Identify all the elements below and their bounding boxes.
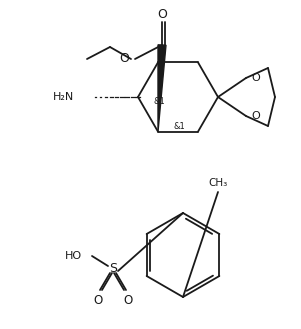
Text: HO: HO bbox=[65, 251, 82, 261]
Text: O: O bbox=[251, 111, 260, 121]
Text: S: S bbox=[109, 262, 117, 274]
Text: O: O bbox=[157, 8, 167, 20]
Text: O: O bbox=[119, 53, 129, 65]
Text: H₂N: H₂N bbox=[53, 92, 74, 102]
Text: O: O bbox=[251, 73, 260, 83]
Polygon shape bbox=[158, 45, 166, 132]
Text: O: O bbox=[123, 293, 133, 307]
Text: CH₃: CH₃ bbox=[208, 178, 228, 188]
Text: &1: &1 bbox=[153, 97, 165, 107]
Text: O: O bbox=[93, 293, 103, 307]
Text: &1: &1 bbox=[173, 122, 185, 131]
